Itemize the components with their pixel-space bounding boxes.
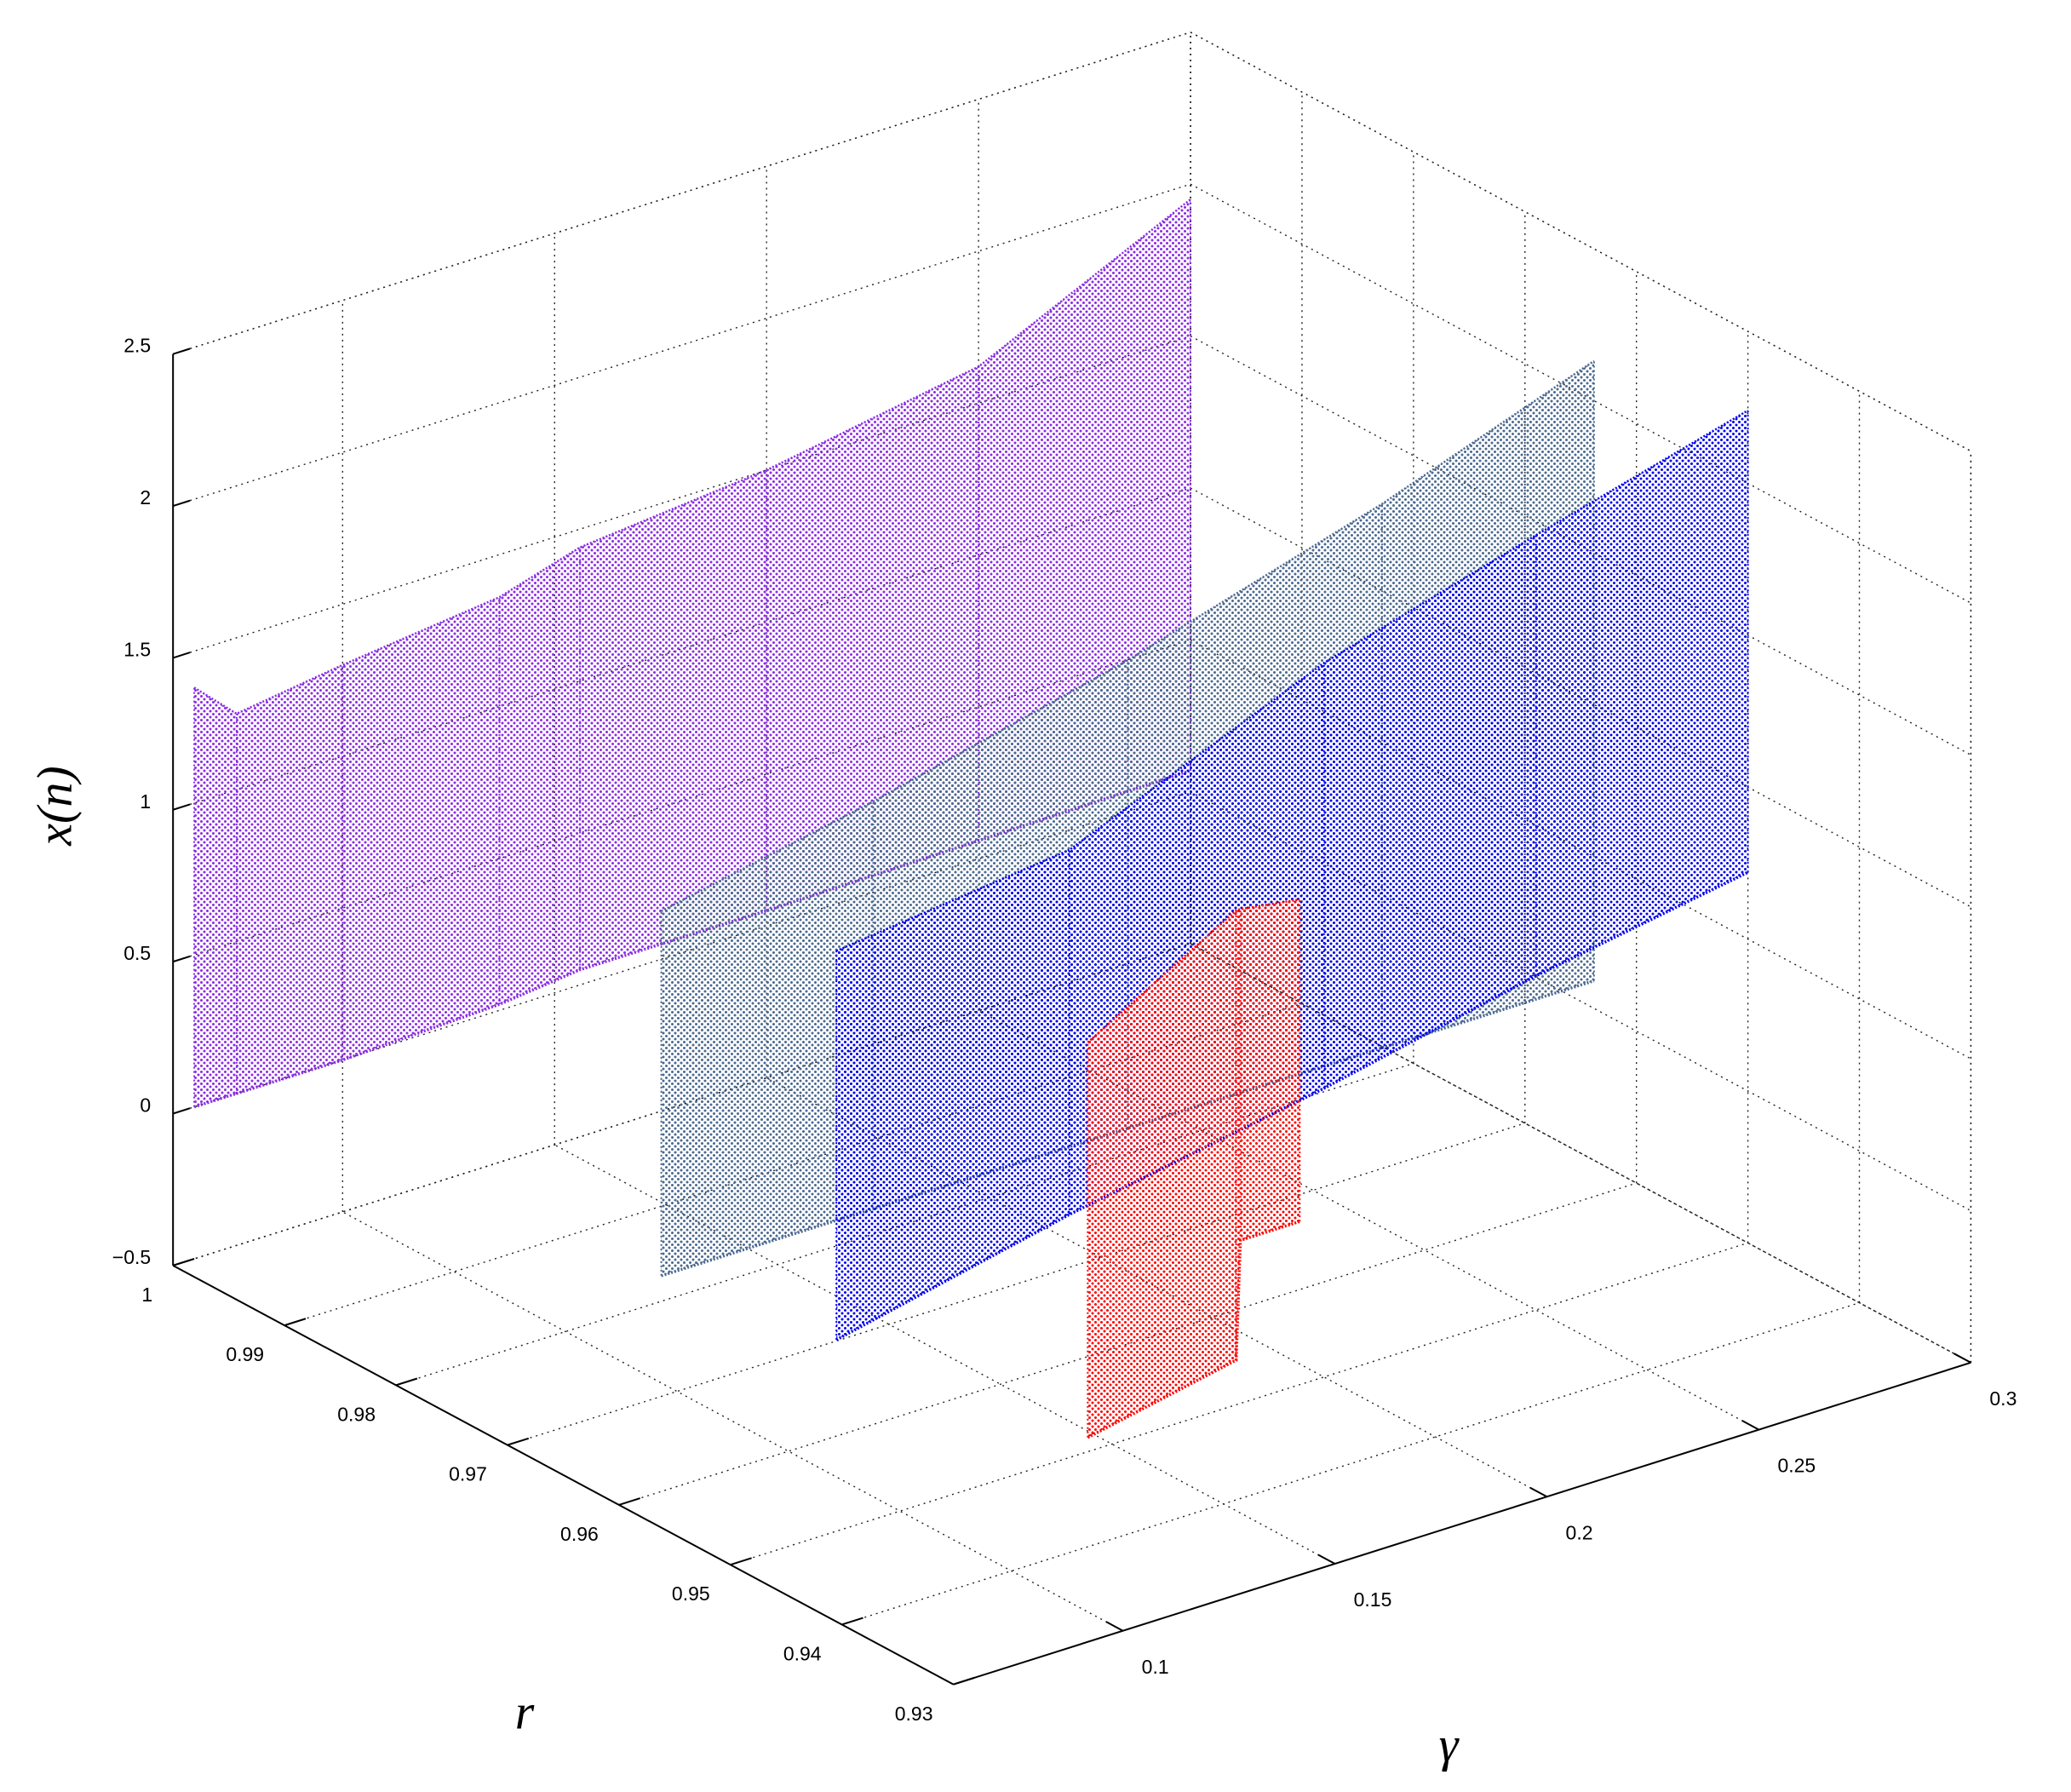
r-tick-label: 0.98 [337, 1403, 376, 1425]
sheet-upper-edge [661, 359, 1595, 912]
z-tick [172, 499, 191, 507]
z-tick-label: 1.5 [123, 638, 151, 660]
gamma-tick-label: 0.25 [1777, 1455, 1816, 1477]
r-axis-label: r [515, 1684, 535, 1739]
sheet-fill [1087, 899, 1300, 1438]
grid-line [1190, 791, 1971, 1212]
z-tick-label: 2.5 [123, 335, 151, 357]
z-tick-label: 1 [140, 790, 151, 813]
sheet-fill [836, 410, 1748, 1341]
z-tick-label: −0.5 [112, 1246, 151, 1268]
sheet-upper-edge [1087, 898, 1300, 1043]
r-tick-label: 0.94 [783, 1642, 822, 1664]
grid-line [978, 1010, 1759, 1431]
sheet-fill [194, 199, 1191, 1107]
grid-line [172, 183, 1191, 507]
z-axis-label: x(n) [26, 766, 82, 846]
grid-line [554, 1144, 1335, 1565]
r-tick-label: 0.96 [560, 1523, 599, 1545]
axis-line [172, 1264, 954, 1686]
r-tick [284, 1318, 307, 1327]
z-tick-label: 0 [140, 1094, 151, 1117]
gamma-tick-label: 0.2 [1566, 1521, 1593, 1543]
gamma-tick-label: 0.1 [1142, 1656, 1169, 1678]
gamma-tick [1741, 1420, 1759, 1431]
r-tick [618, 1497, 640, 1506]
gamma-tick [1529, 1486, 1548, 1498]
z-tick-label: 2 [140, 486, 151, 508]
z-tick-label: 0.5 [123, 942, 151, 964]
gamma-tick [1105, 1621, 1124, 1632]
gamma-axis-label: γ [1439, 1716, 1460, 1772]
gamma-tick [1317, 1554, 1336, 1565]
r-tick [841, 1617, 863, 1626]
sheet-upper-edge [193, 198, 1191, 715]
gamma-tick-label: 0.15 [1354, 1588, 1392, 1611]
grid-line [172, 32, 1191, 355]
r-tick-label: 0.99 [226, 1343, 264, 1365]
z-tick [172, 652, 191, 659]
grid-line [618, 1182, 1637, 1506]
z-tick [172, 347, 191, 355]
r-tick [395, 1377, 418, 1387]
grid-line [341, 1211, 1123, 1632]
z-tick [172, 803, 191, 811]
r-tick [953, 1676, 975, 1686]
gamma-tick-label: 0.3 [1989, 1387, 2016, 1410]
grid-line [1190, 943, 1971, 1364]
r-tick [172, 1258, 195, 1266]
sheet-lower-edge [1087, 1220, 1300, 1439]
r-tick [507, 1437, 530, 1446]
z-tick [172, 1107, 191, 1115]
r-tick-label: 0.93 [895, 1703, 933, 1725]
grid-line [1190, 32, 1971, 452]
z-tick [172, 955, 191, 963]
r-tick-label: 0.95 [672, 1582, 710, 1605]
gamma-tick [1953, 1353, 1971, 1364]
r-tick [730, 1557, 752, 1566]
r-tick-label: 1 [141, 1284, 152, 1306]
grid-line [841, 1301, 1860, 1626]
grid-line [507, 1123, 1525, 1446]
grid-line [730, 1242, 1748, 1565]
sheet-upper-edge [835, 409, 1749, 952]
r-tick-label: 0.97 [449, 1463, 487, 1485]
